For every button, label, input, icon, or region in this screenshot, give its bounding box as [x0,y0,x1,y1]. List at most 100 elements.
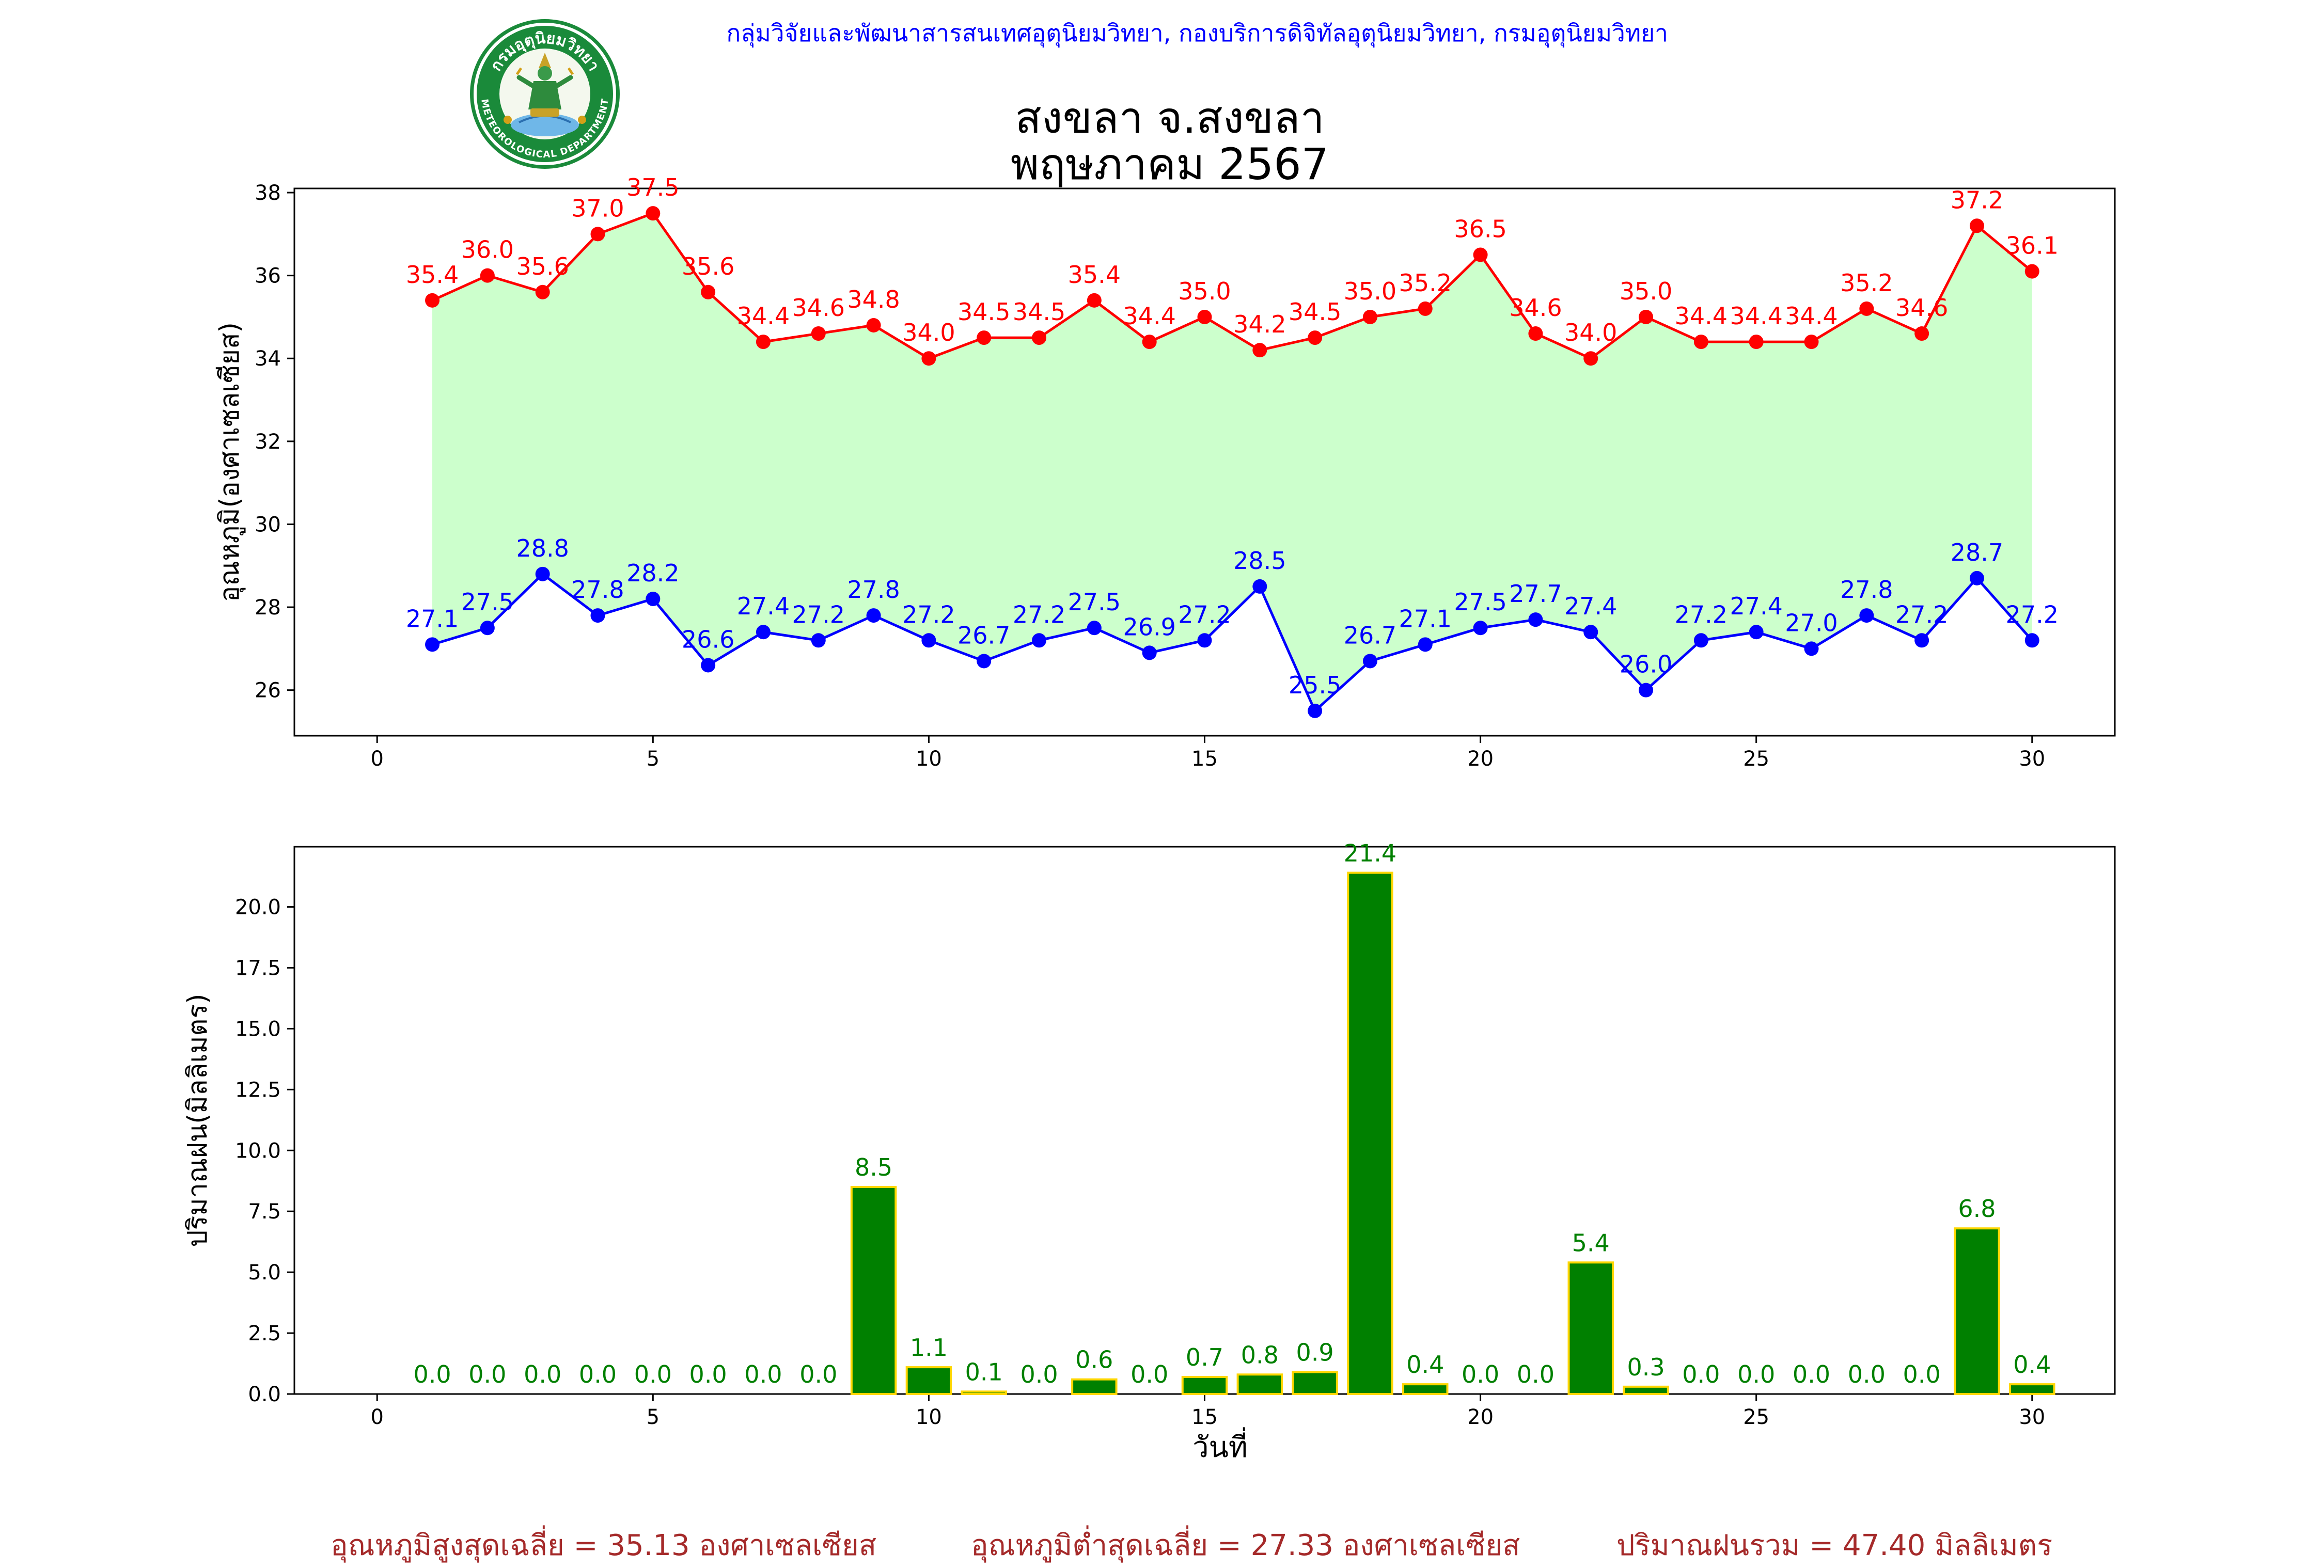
min-temp-label: 27.2 [792,600,845,628]
rain-xlabel: วันที่ [1192,1427,1248,1464]
min-temp-label: 27.8 [571,576,624,604]
min-temp-point [1032,633,1047,648]
rain-value-label: 0.0 [1462,1360,1499,1388]
rain-bar [2009,1383,2055,1395]
min-temp-label: 25.5 [1289,671,1341,699]
max-temp-point [1749,335,1764,350]
min-temp-point [2024,633,2039,648]
max-temp-point [1308,330,1323,345]
max-temp-label: 34.8 [847,286,900,313]
total-rain-text: ปริมาณฝนรวม = 47.40 มิลลิเมตร [1616,1529,2053,1562]
max-temp-label: 34.4 [1785,302,1838,330]
temp-ytick-label: 26 [255,679,281,703]
rain-bar [1954,1227,2000,1396]
rain-value-label: 0.0 [413,1360,451,1388]
rain-value-label: 0.0 [1848,1360,1886,1388]
min-temp-point [866,608,881,623]
rain-value-label: 0.4 [2013,1351,2051,1379]
min-temp-label: 27.2 [1895,600,1948,628]
temp-ytick-label: 32 [255,430,281,454]
min-temp-label: 27.2 [2006,600,2059,628]
max-temp-point [811,326,826,341]
min-temp-label: 28.5 [1233,547,1286,575]
max-temp-point [1087,293,1102,308]
max-temp-point [1142,335,1157,350]
min-temp-point [1197,633,1212,648]
rain-bar [1236,1373,1283,1395]
max-temp-point [425,293,440,308]
rain-value-label: 0.0 [1737,1360,1775,1388]
min-temp-label: 27.1 [406,605,459,632]
avg-min-temp-text: อุณหภูมิต่ำสุดเฉลี่ย = 27.33 องศาเซลเซีย… [971,1529,1520,1562]
temp-xtick-label: 5 [647,747,659,771]
max-temp-point [756,335,771,350]
temp-range-fill [432,213,2032,711]
max-temp-label: 35.6 [516,252,569,280]
temp-ytick-label: 36 [255,264,281,288]
rain-value-label: 0.0 [1517,1360,1554,1388]
max-temp-label: 35.6 [682,252,734,280]
rain-ytick-label: 2.5 [248,1322,281,1345]
min-temp-label: 27.2 [902,600,955,628]
min-temp-label: 27.1 [1399,605,1452,632]
rain-xtick-label: 15 [1191,1405,1218,1429]
rain-bar [1623,1385,1669,1396]
min-temp-point [1473,621,1488,636]
max-temp-label: 37.0 [571,194,624,222]
min-temp-point [1142,645,1157,660]
max-temp-label: 34.6 [792,294,845,322]
rain-xtick-label: 30 [2019,1405,2045,1429]
min-temp-label: 27.2 [1013,600,1065,628]
rain-bar [1071,1378,1118,1395]
max-temp-point [590,227,605,242]
rain-value-label: 5.4 [1572,1229,1610,1257]
min-temp-point [1914,633,1929,648]
avg-max-temp-text: อุณหภูมิสูงสุดเฉลี่ย = 35.13 องศาเซลเซีย… [331,1529,877,1562]
max-temp-point [1473,247,1488,262]
rain-bar [1567,1261,1614,1395]
max-temp-label: 34.4 [1123,302,1175,330]
min-temp-point [1418,637,1433,652]
min-temp-label: 28.2 [626,559,679,587]
rain-value-label: 21.4 [1344,839,1396,867]
rain-value-label: 0.0 [1682,1360,1720,1388]
min-temp-point [646,592,661,606]
max-temp-label: 34.5 [1013,298,1065,326]
chart-title-station: สงขลา จ.สงขลา [1015,92,1325,143]
max-temp-label: 34.4 [737,302,790,330]
rain-value-label: 0.0 [1130,1360,1168,1388]
rain-value-label: 0.0 [1903,1360,1941,1388]
temp-ytick-label: 28 [255,596,281,620]
min-temp-point [701,658,716,673]
min-temp-point [1583,625,1598,640]
rain-value-label: 0.7 [1186,1343,1223,1371]
min-temp-label: 27.4 [1730,592,1782,620]
max-temp-line [432,212,2033,360]
rain-value-label: 0.0 [1020,1360,1058,1388]
min-temp-point [756,625,771,640]
max-temp-point [1032,330,1047,345]
rain-ytick-label: 15.0 [235,1017,281,1041]
rain-ytick-label: 10.0 [235,1139,281,1163]
min-temp-point [1639,683,1654,698]
rain-value-label: 0.0 [744,1360,782,1388]
min-temp-label: 26.6 [682,625,734,653]
temp-ytick-label: 38 [255,181,281,205]
rain-bar [1347,872,1393,1395]
max-temp-point [1693,335,1708,350]
min-temp-label: 27.0 [1785,609,1838,637]
min-temp-label: 28.7 [1951,538,2003,566]
credit-text: กลุ่มวิจัยและพัฒนาสารสนเทศอุตุนิยมวิทยา,… [726,19,1668,47]
temp-xtick-label: 15 [1191,747,1218,771]
rain-value-label: 0.0 [689,1360,727,1388]
rain-ytick-label: 7.5 [248,1200,281,1224]
min-temp-point [590,608,605,623]
min-temp-label: 27.7 [1509,580,1562,608]
rain-bar [1181,1375,1228,1396]
min-temp-point [1308,703,1323,718]
rain-xtick-label: 25 [1743,1405,1769,1429]
rain-xtick-label: 20 [1467,1405,1494,1429]
rain-ytick-label: 0.0 [248,1383,281,1406]
min-temp-label: 27.5 [1454,588,1506,616]
